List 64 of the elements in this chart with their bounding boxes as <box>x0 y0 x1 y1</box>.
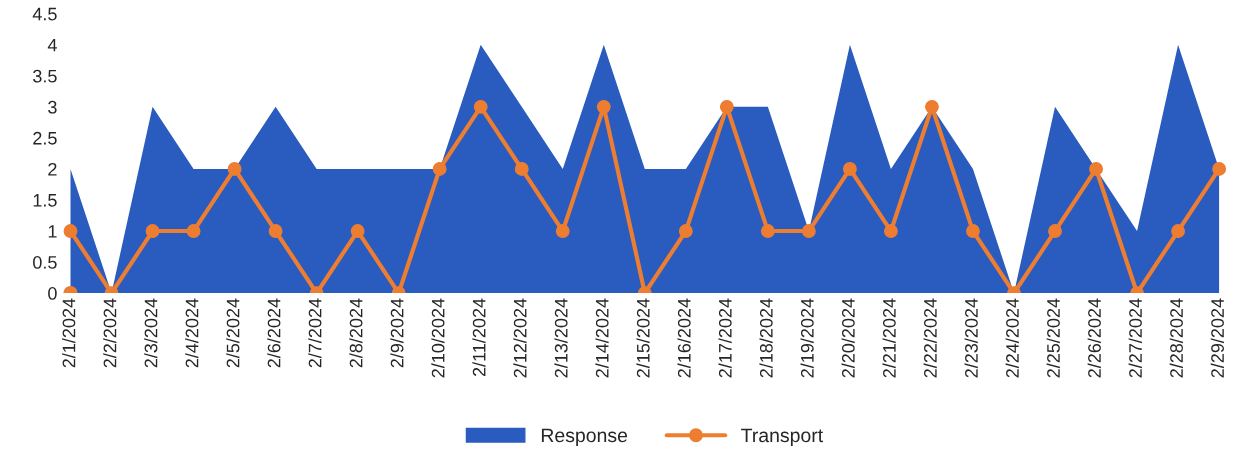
x-tick-label: 2/11/2024 <box>472 298 486 377</box>
x-tick-label: 2/16/2024 <box>677 298 691 378</box>
x-tick-label: 2/21/2024 <box>882 298 896 378</box>
x-tick-label: 2/15/2024 <box>636 298 650 378</box>
x-tick-label: 2/9/2024 <box>390 298 404 368</box>
x-tick-label: 2/6/2024 <box>267 298 281 368</box>
x-tick-label: 2/13/2024 <box>554 298 568 378</box>
x-tick-label: 2/28/2024 <box>1169 298 1183 378</box>
x-tick-label: 2/5/2024 <box>226 298 240 368</box>
y-tick-label: 0 <box>48 287 57 300</box>
y-tick-label: 1 <box>48 225 57 238</box>
point <box>678 224 693 238</box>
y-tick-label: 3 <box>48 100 57 114</box>
x-tick-label: 2/25/2024 <box>1046 298 1060 378</box>
point <box>350 224 365 238</box>
x-tick-label: 2/24/2024 <box>1005 298 1019 378</box>
x-tick-label: 2/3/2024 <box>144 298 158 368</box>
x-tick-label: 2/14/2024 <box>595 298 609 378</box>
point <box>925 99 939 114</box>
point <box>227 162 242 176</box>
x-tick-label: 2/10/2024 <box>431 298 445 378</box>
point <box>842 162 857 176</box>
x-tick-label: 2/20/2024 <box>841 298 855 378</box>
point <box>1089 162 1103 176</box>
legend-label: Response <box>541 428 628 447</box>
point <box>268 224 283 238</box>
point <box>63 224 78 238</box>
point <box>1048 224 1062 238</box>
x-tick-label: 2/29/2024 <box>1210 298 1224 378</box>
y-tick-label: 0.5 <box>33 256 57 269</box>
x-tick-label: 2/7/2024 <box>308 298 322 368</box>
point <box>760 224 775 238</box>
point <box>145 224 160 238</box>
point <box>473 99 488 114</box>
point <box>432 162 447 176</box>
x-tick-label: 2/17/2024 <box>718 298 732 378</box>
point <box>596 99 611 114</box>
x-tick-label: 2/23/2024 <box>964 298 978 378</box>
point <box>966 224 980 238</box>
point <box>801 224 816 238</box>
point <box>883 224 898 238</box>
x-tick-label: 2/2/2024 <box>103 298 117 368</box>
point <box>719 99 734 114</box>
point <box>555 224 570 238</box>
x-tick-label: 2/1/2024 <box>62 298 76 368</box>
y-tick-label: 1.5 <box>33 194 57 207</box>
y-tick-label: 2.5 <box>33 131 57 145</box>
x-tick-label: 2/4/2024 <box>185 298 199 368</box>
x-tick-label: 2/22/2024 <box>923 298 937 378</box>
legend-label: Transport <box>741 428 824 447</box>
x-tick-label: 2/18/2024 <box>759 298 773 378</box>
y-tick-label: 4.5 <box>32 7 57 21</box>
x-tick-label: 2/27/2024 <box>1128 298 1142 378</box>
point <box>1171 224 1186 238</box>
y-tick-label: 4 <box>47 38 57 52</box>
point <box>1212 162 1227 176</box>
x-tick-label: 2/12/2024 <box>513 298 527 378</box>
y-tick-label: 2 <box>48 162 57 176</box>
point <box>514 162 529 176</box>
x-tick-label: 2/26/2024 <box>1087 298 1101 378</box>
x-tick-label: 2/8/2024 <box>349 298 363 368</box>
point <box>186 224 201 238</box>
y-tick-label: 3.5 <box>33 69 57 83</box>
x-tick-label: 2/19/2024 <box>800 298 814 378</box>
